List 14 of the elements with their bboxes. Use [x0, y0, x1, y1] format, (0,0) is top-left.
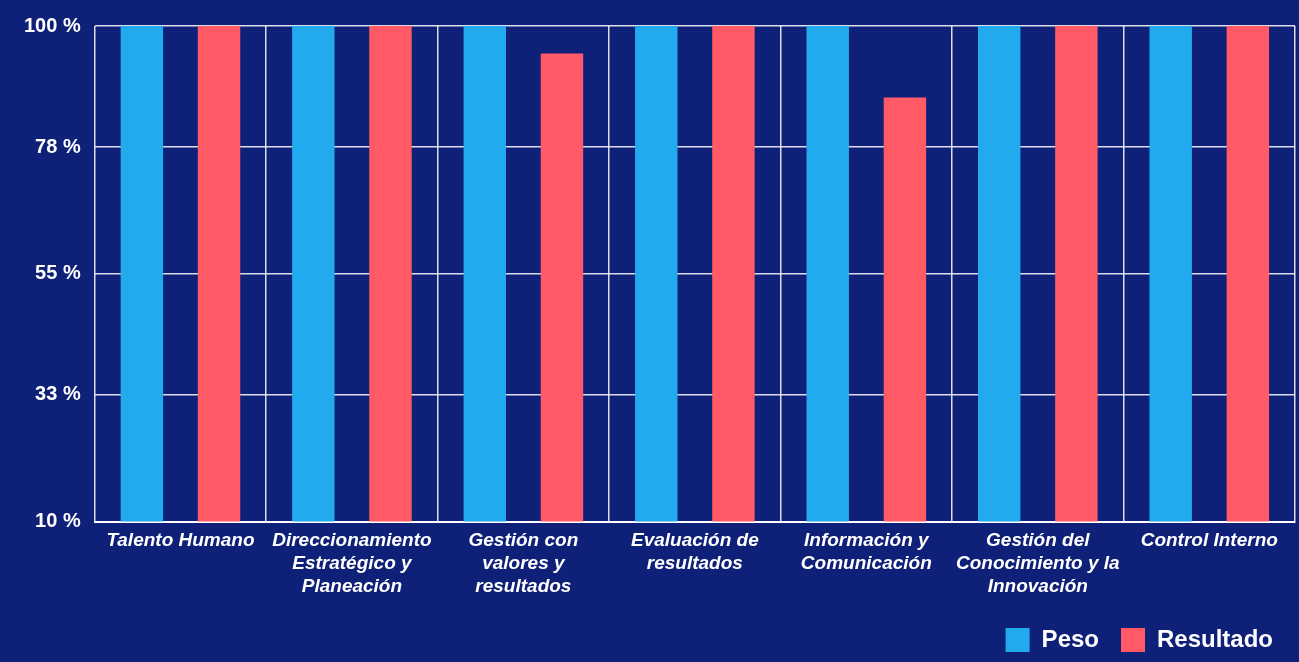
y-tick-label: 10 %	[35, 509, 81, 532]
x-tick-label: Evaluación de resultados	[630, 529, 760, 574]
y-tick-label: 78 %	[35, 134, 81, 157]
x-tick-label: Gestión con valores y resultados	[468, 529, 579, 596]
x-tick-label: Direccionamiento Estratégico y Planeación	[272, 529, 432, 596]
y-tick-label: 55 %	[35, 261, 81, 284]
y-tick-label: 100 %	[23, 13, 81, 36]
legend-label: Peso	[1041, 624, 1099, 652]
x-tick-label: Gestión del Conocimiento y la Innovación	[955, 529, 1121, 596]
x-tick-label: Control Interno	[1140, 529, 1278, 551]
y-tick-label: 33 %	[35, 382, 81, 405]
x-tick-label: Talento Humano	[106, 529, 255, 551]
x-tick-label: Información y Comunicación	[800, 529, 932, 574]
legend-label: Resultado	[1156, 624, 1273, 652]
